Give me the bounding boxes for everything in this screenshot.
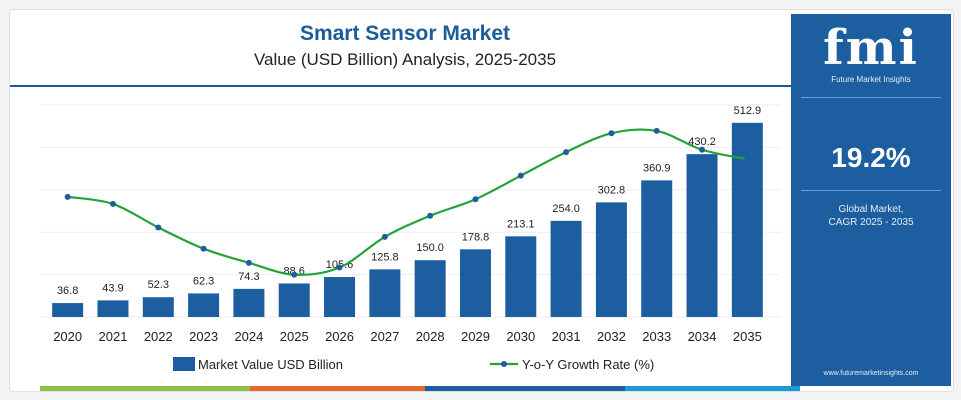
growth-point-2022: [155, 224, 162, 231]
website-link[interactable]: www.futuremarketinsights.com: [823, 370, 919, 377]
growth-point-2034: [699, 146, 706, 153]
bar-value-label: 430.2: [688, 136, 716, 148]
growth-point-2033: [653, 127, 660, 134]
x-tick-label: 2029: [461, 329, 490, 344]
chart-card: Smart Sensor Market Value (USD Billion) …: [9, 9, 954, 392]
bar-value-label: 302.8: [598, 184, 626, 196]
cagr-label: Global Market, CAGR 2025 - 2035: [791, 203, 951, 229]
cagr-label-line2: CAGR 2025 - 2035: [828, 217, 914, 228]
x-tick-label: 2023: [189, 329, 218, 344]
bar-2030: [505, 236, 537, 317]
bar-2024: [233, 288, 265, 317]
legend-line-label: Y-o-Y Growth Rate (%): [522, 357, 654, 372]
growth-point-2032: [608, 130, 615, 137]
bar-value-label: 36.8: [57, 285, 78, 297]
bottom-strip-blue: [625, 386, 800, 391]
x-tick-label: 2027: [370, 329, 399, 344]
x-tick-label: 2033: [642, 329, 671, 344]
bar-value-label: 213.1: [507, 218, 535, 230]
bar-2032: [595, 202, 627, 317]
growth-point-2021: [109, 200, 116, 207]
growth-point-2030: [517, 172, 524, 179]
bar-value-label: 52.3: [148, 279, 169, 291]
x-tick-label: 2032: [597, 329, 626, 344]
x-tick-label: 2022: [144, 329, 173, 344]
cagr-value: 19.2%: [831, 142, 911, 173]
growth-point-2025: [291, 271, 298, 278]
legend-line-marker: [501, 361, 507, 367]
bar-2027: [369, 269, 401, 317]
chart-subtitle: Value (USD Billion) Analysis, 2025-2035: [253, 50, 557, 69]
growth-rate-line: [67, 128, 748, 276]
bottom-strip-green: [40, 386, 250, 391]
title-divider: [10, 85, 800, 87]
cagr-label-line1: Global Market,: [838, 204, 904, 215]
x-tick-label: 2035: [733, 329, 762, 344]
x-tick-label: 2024: [234, 329, 263, 344]
growth-point-2027: [381, 233, 388, 240]
side-divider-mid: [801, 190, 941, 191]
side-panel: fmi Future Market Insights 19.2% Global …: [791, 14, 951, 386]
growth-point-2035: [744, 156, 751, 163]
x-tick-label: 2034: [688, 329, 717, 344]
growth-point-2024: [245, 259, 252, 266]
x-tick-label: 2025: [280, 329, 309, 344]
growth-point-2031: [563, 149, 570, 156]
bottom-strip-navy: [425, 386, 625, 391]
growth-point-2028: [427, 212, 434, 219]
x-tick-label: 2028: [416, 329, 445, 344]
bar-value-label: 254.0: [552, 203, 580, 215]
bar-2031: [550, 220, 582, 317]
bar-2022: [142, 297, 174, 317]
x-tick-label: 2020: [53, 329, 82, 344]
bar-value-label: 360.9: [643, 162, 671, 174]
logo-subtitle: Future Market Insights: [831, 75, 911, 84]
bar-value-label: 43.9: [102, 282, 123, 294]
legend-bar-swatch: [173, 357, 195, 371]
x-tick-label: 2026: [325, 329, 354, 344]
bar-2029: [459, 249, 491, 317]
legend-bar-label: Market Value USD Billion: [198, 357, 343, 372]
bar-2035: [731, 122, 763, 317]
x-tick-label: 2030: [506, 329, 535, 344]
bar-2025: [278, 283, 310, 317]
growth-point-2026: [336, 264, 343, 271]
chart-plot: 36.8 2020 43.9 2021 52.3 2022 62.3 2023 74.3 2024…: [40, 104, 780, 372]
bar-2023: [188, 293, 220, 317]
bar-value-label: 512.9: [734, 105, 762, 117]
side-divider-top: [801, 97, 941, 98]
bar-value-label: 125.8: [371, 251, 399, 263]
bar-2028: [414, 260, 446, 317]
x-tick-label: 2021: [99, 329, 128, 344]
bar-value-label: 150.0: [416, 242, 444, 254]
bar-2033: [641, 180, 673, 317]
bar-value-label: 62.3: [193, 275, 214, 287]
bar-value-label: 178.8: [462, 231, 490, 243]
growth-point-2023: [200, 245, 207, 252]
growth-point-2020: [64, 193, 71, 200]
bar-2020: [52, 303, 84, 317]
bar-value-label: 74.3: [238, 271, 259, 283]
bar-2034: [686, 154, 718, 317]
bar-2021: [97, 300, 129, 317]
x-tick-label: 2031: [552, 329, 581, 344]
fmi-logo: fmi: [823, 20, 919, 76]
chart-title: Smart Sensor Market: [299, 22, 511, 45]
growth-point-2029: [472, 196, 479, 203]
bottom-strip-orange: [250, 386, 425, 391]
bar-2026: [324, 277, 356, 317]
